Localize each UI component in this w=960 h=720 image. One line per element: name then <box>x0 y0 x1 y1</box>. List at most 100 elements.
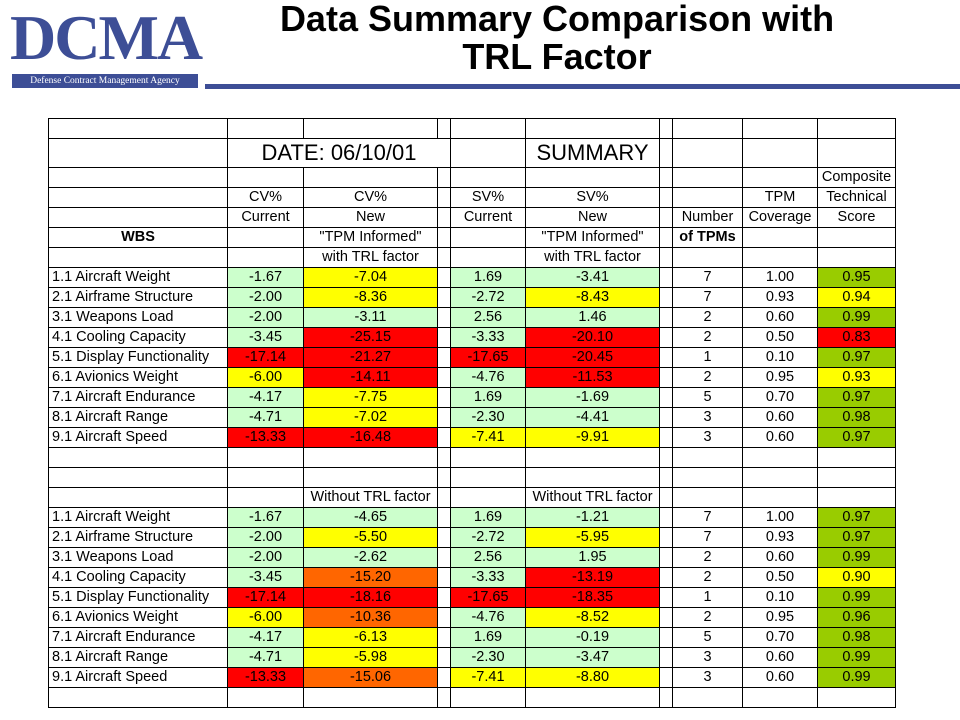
header-row-4: WBS "TPM Informed" "TPM Informed" of TPM… <box>48 227 896 248</box>
summary-label: SUMMARY <box>525 138 660 168</box>
of-tpms-header: of TPMs <box>672 227 743 248</box>
sv-new-cell: 1.46 <box>525 307 660 328</box>
composite-score-cell: 0.99 <box>817 667 896 688</box>
gap-cell <box>659 627 673 648</box>
tpm-coverage-cell: 0.10 <box>742 347 818 368</box>
header-row-2: CV% CV% SV% SV% TPM Technical <box>48 187 896 208</box>
cv-new-cell: -25.15 <box>303 327 438 348</box>
tpm-coverage-cell: 0.10 <box>742 587 818 608</box>
cv-current-header: CV% <box>227 187 304 208</box>
composite-score-cell: 0.99 <box>817 307 896 328</box>
sv-current-cell: -2.72 <box>450 287 526 308</box>
gap-cell <box>659 327 673 348</box>
cv-current-cell: -13.33 <box>227 667 304 688</box>
sv-current-sub: Current <box>450 207 526 228</box>
sv-with-trl: with TRL factor <box>525 247 660 268</box>
num-tpms-cell: 1 <box>672 587 743 608</box>
sv-tpm-informed: "TPM Informed" <box>525 227 660 248</box>
tpm-coverage-cell: 0.50 <box>742 327 818 348</box>
sv-current-cell: -2.30 <box>450 647 526 668</box>
cv-new-cell: -4.65 <box>303 507 438 528</box>
composite-score-cell: 0.99 <box>817 647 896 668</box>
title-line-2: TRL Factor <box>462 36 652 77</box>
gap-cell <box>659 287 673 308</box>
composite-score-cell: 0.98 <box>817 627 896 648</box>
cv-current-cell: -6.00 <box>227 367 304 388</box>
composite-score-cell: 0.90 <box>817 567 896 588</box>
title-line-1: Data Summary Comparison with <box>279 0 835 39</box>
wbs-cell: 5.1 Display Functionality <box>48 587 228 608</box>
gap-cell <box>437 647 451 668</box>
cv-new-cell: -5.98 <box>303 647 438 668</box>
composite-score-cell: 0.97 <box>817 427 896 448</box>
tpm-coverage-cell: 1.00 <box>742 507 818 528</box>
cv-with-trl: with TRL factor <box>303 247 438 268</box>
sv-current-cell: 1.69 <box>450 627 526 648</box>
wbs-cell: 2.1 Airframe Structure <box>48 287 228 308</box>
cv-current-cell: -4.17 <box>227 627 304 648</box>
num-tpms-cell: 2 <box>672 567 743 588</box>
table-row: 2.1 Airframe Structure -2.00 -5.50 -2.72 -5.… <box>48 527 896 548</box>
sv-new-cell: -11.53 <box>525 367 660 388</box>
num-tpms-cell: 3 <box>672 427 743 448</box>
cv-current-cell: -1.67 <box>227 267 304 288</box>
title-divider <box>205 84 960 89</box>
tpm-coverage-cell: 0.70 <box>742 627 818 648</box>
wbs-cell: 4.1 Cooling Capacity <box>48 567 228 588</box>
sv-current-cell: 2.56 <box>450 307 526 328</box>
wbs-cell: 4.1 Cooling Capacity <box>48 327 228 348</box>
table-row: 5.1 Display Functionality -17.14 -21.27 -17… <box>48 347 896 368</box>
sv-current-cell: -3.33 <box>450 327 526 348</box>
gap-cell <box>437 567 451 588</box>
spacer-row <box>48 467 896 488</box>
num-tpms-cell: 2 <box>672 327 743 348</box>
sv-current-cell: -17.65 <box>450 347 526 368</box>
sv-new-cell: -18.35 <box>525 587 660 608</box>
composite-score-cell: 0.93 <box>817 367 896 388</box>
sv-current-header: SV% <box>450 187 526 208</box>
wbs-cell: 9.1 Aircraft Speed <box>48 427 228 448</box>
cv-current-cell: -13.33 <box>227 427 304 448</box>
cv-new-cell: -15.06 <box>303 667 438 688</box>
table-row: 9.1 Aircraft Speed -13.33 -16.48 -7.41 -9.91… <box>48 427 896 448</box>
table-row: 4.1 Cooling Capacity -3.45 -15.20 -3.33 -13.… <box>48 567 896 588</box>
table-row: 1.1 Aircraft Weight -1.67 -4.65 1.69 -1.21 7 1… <box>48 507 896 528</box>
gap-cell <box>437 327 451 348</box>
cv-new-cell: -5.50 <box>303 527 438 548</box>
score-header: Score <box>817 207 896 228</box>
sv-current-cell: -2.72 <box>450 527 526 548</box>
cv-current-cell: -2.00 <box>227 287 304 308</box>
header-row-1: Composite <box>48 167 896 188</box>
gap-cell <box>659 607 673 628</box>
sv-current-cell: -7.41 <box>450 427 526 448</box>
gap-cell <box>437 527 451 548</box>
gap-cell <box>659 587 673 608</box>
without-header-row: Without TRL factor Without TRL factor <box>48 487 896 508</box>
sv-new-cell: -9.91 <box>525 427 660 448</box>
gap-cell <box>659 407 673 428</box>
gap-cell <box>437 607 451 628</box>
num-tpms-cell: 2 <box>672 307 743 328</box>
sv-current-cell: 2.56 <box>450 547 526 568</box>
wbs-cell: 5.1 Display Functionality <box>48 347 228 368</box>
cv-new-cell: -10.36 <box>303 607 438 628</box>
cv-current-cell: -3.45 <box>227 567 304 588</box>
gap-cell <box>659 307 673 328</box>
sv-new-cell: -0.19 <box>525 627 660 648</box>
cv-new-cell: -7.75 <box>303 387 438 408</box>
cv-new-header: CV% <box>303 187 438 208</box>
table-row: 6.1 Avionics Weight -6.00 -14.11 -4.76 -11.5… <box>48 367 896 388</box>
composite-score-cell: 0.96 <box>817 607 896 628</box>
spacer-row <box>48 447 896 468</box>
table-row: 8.1 Aircraft Range -4.71 -5.98 -2.30 -3.47 3 0… <box>48 647 896 668</box>
cv-new-cell: -8.36 <box>303 287 438 308</box>
composite-score-cell: 0.99 <box>817 587 896 608</box>
wbs-cell: 7.1 Aircraft Endurance <box>48 387 228 408</box>
sv-current-cell: 1.69 <box>450 267 526 288</box>
sv-new-cell: -5.95 <box>525 527 660 548</box>
gap-cell <box>659 267 673 288</box>
num-tpms-cell: 3 <box>672 647 743 668</box>
gap-cell <box>659 547 673 568</box>
sv-new-cell: -4.41 <box>525 407 660 428</box>
tpm-coverage-cell: 0.60 <box>742 647 818 668</box>
